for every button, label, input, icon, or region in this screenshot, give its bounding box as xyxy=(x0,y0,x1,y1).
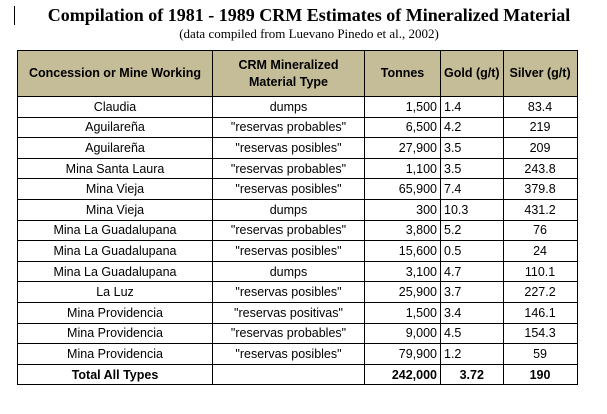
cell-tonnes: 9,000 xyxy=(364,322,441,345)
cell-tonnes: 1,100 xyxy=(364,157,441,180)
total-cell-concession: Total All Types xyxy=(17,363,213,386)
cell-tonnes: 3,800 xyxy=(364,219,441,242)
cell-silver: 24 xyxy=(502,240,578,262)
cell-gold: 5.2 xyxy=(440,219,504,242)
estimates-table: Concession or Mine Working CRM Mineraliz… xyxy=(17,50,578,386)
total-cell-material-type xyxy=(212,363,365,386)
cell-material-type: dumps xyxy=(212,260,365,283)
total-cell-gold: 3.72 xyxy=(440,363,504,386)
table-row: Mina Providencia "reservas probables" 9,00… xyxy=(17,322,578,345)
table-row: Mina La Guadalupana "reservas posibles" 15… xyxy=(17,240,578,262)
cell-silver: 379.8 xyxy=(502,178,578,200)
table-header-row: Concession or Mine Working CRM Mineraliz… xyxy=(17,50,578,97)
cell-material-type: "reservas probables" xyxy=(212,219,365,242)
cell-concession: Mina La Guadalupana xyxy=(17,219,213,242)
cell-gold: 4.7 xyxy=(440,260,504,283)
table-row: Aguilareña "reservas probables" 6,500 4.2 21… xyxy=(17,116,578,139)
table-row: Mina Providencia "reservas posibles" 79,90… xyxy=(17,343,578,365)
table-row: Mina La Guadalupana dumps 3,100 4.7 110.1 xyxy=(17,260,578,283)
cell-silver: 76 xyxy=(502,219,578,242)
cell-silver: 110.1 xyxy=(502,260,578,283)
cell-material-type: "reservas probables" xyxy=(212,116,365,139)
cell-material-type: "reservas probables" xyxy=(212,157,365,180)
cell-gold: 3.5 xyxy=(440,137,504,159)
cell-gold: 3.4 xyxy=(440,301,504,324)
cell-gold: 3.5 xyxy=(440,157,504,180)
cell-tonnes: 27,900 xyxy=(364,137,441,159)
table-row: Mina Vieja dumps 300 10.3 431.2 xyxy=(17,198,578,221)
cell-concession: Mina La Guadalupana xyxy=(17,240,213,262)
cell-tonnes: 15,600 xyxy=(364,240,441,262)
cell-material-type: "reservas posibles" xyxy=(212,137,365,159)
cell-concession: Mina Providencia xyxy=(17,343,213,365)
cell-gold: 3.7 xyxy=(440,281,504,303)
cell-concession: Aguilareña xyxy=(17,116,213,139)
header-material-type: CRM Mineralized Material Type xyxy=(212,50,365,97)
cell-gold: 10.3 xyxy=(440,198,504,221)
cell-concession: Claudia xyxy=(17,96,213,118)
cell-tonnes: 25,900 xyxy=(364,281,441,303)
cell-gold: 1.4 xyxy=(440,96,504,118)
header-concession: Concession or Mine Working xyxy=(17,50,213,97)
header-tonnes: Tonnes xyxy=(364,50,441,97)
cell-concession: Mina Santa Laura xyxy=(17,157,213,180)
header-silver: Silver (g/t) xyxy=(502,50,578,97)
text-cursor xyxy=(14,6,15,25)
cell-material-type: "reservas probables" xyxy=(212,322,365,345)
document-subtitle: (data compiled from Luevano Pinedo et al… xyxy=(179,26,439,41)
cell-silver: 431.2 xyxy=(502,198,578,221)
cell-material-type: "reservas posibles" xyxy=(212,178,365,200)
table-row: Mina Vieja "reservas posibles" 65,900 7.4 37… xyxy=(17,178,578,200)
cell-silver: 154.3 xyxy=(502,322,578,345)
table-row: Mina La Guadalupana "reservas probables" 3… xyxy=(17,219,578,242)
cell-tonnes: 1,500 xyxy=(364,96,441,118)
cell-silver: 209 xyxy=(502,137,578,159)
cell-tonnes: 65,900 xyxy=(364,178,441,200)
table-row: Aguilareña "reservas posibles" 27,900 3.5 20… xyxy=(17,137,578,159)
cell-silver: 146.1 xyxy=(502,301,578,324)
cell-tonnes: 300 xyxy=(364,198,441,221)
cell-material-type: "reservas positivas" xyxy=(212,301,365,324)
cell-concession: Mina Vieja xyxy=(17,178,213,200)
table-row: Claudia dumps 1,500 1.4 83.4 xyxy=(17,96,578,118)
cell-silver: 83.4 xyxy=(502,96,578,118)
cell-gold: 4.2 xyxy=(440,116,504,139)
cell-silver: 59 xyxy=(502,343,578,365)
cell-tonnes: 3,100 xyxy=(364,260,441,283)
cell-tonnes: 79,900 xyxy=(364,343,441,365)
cell-concession: Aguilareña xyxy=(17,137,213,159)
table-row: La Luz "reservas posibles" 25,900 3.7 227.2 xyxy=(17,281,578,303)
table-body: Claudia dumps 1,500 1.4 83.4 Aguilareña "reser… xyxy=(17,96,578,386)
cell-material-type: "reservas posibles" xyxy=(212,240,365,262)
table-total-row: Total All Types 242,000 3.72 190 xyxy=(17,363,578,386)
cell-material-type: "reservas posibles" xyxy=(212,343,365,365)
cell-silver: 227.2 xyxy=(502,281,578,303)
header-gold: Gold (g/t) xyxy=(440,50,504,97)
table-row: Mina Providencia "reservas positivas" 1,50… xyxy=(17,301,578,324)
cell-material-type: "reservas posibles" xyxy=(212,281,365,303)
document-title: Compilation of 1981 - 1989 CRM Estimates… xyxy=(47,5,571,25)
cell-concession: Mina Vieja xyxy=(17,198,213,221)
cell-silver: 243.8 xyxy=(502,157,578,180)
cell-concession: Mina Providencia xyxy=(17,301,213,324)
cell-gold: 4.5 xyxy=(440,322,504,345)
cell-tonnes: 6,500 xyxy=(364,116,441,139)
cell-gold: 7.4 xyxy=(440,178,504,200)
cell-concession: Mina Providencia xyxy=(17,322,213,345)
cell-material-type: dumps xyxy=(212,96,365,118)
cell-material-type: dumps xyxy=(212,198,365,221)
total-cell-tonnes: 242,000 xyxy=(364,363,441,386)
cell-gold: 1.2 xyxy=(440,343,504,365)
cell-gold: 0.5 xyxy=(440,240,504,262)
table-row: Mina Santa Laura "reservas probables" 1,10… xyxy=(17,157,578,180)
cell-concession: La Luz xyxy=(17,281,213,303)
total-cell-silver: 190 xyxy=(502,363,578,386)
cell-concession: Mina La Guadalupana xyxy=(17,260,213,283)
cell-silver: 219 xyxy=(502,116,578,139)
cell-tonnes: 1,500 xyxy=(364,301,441,324)
